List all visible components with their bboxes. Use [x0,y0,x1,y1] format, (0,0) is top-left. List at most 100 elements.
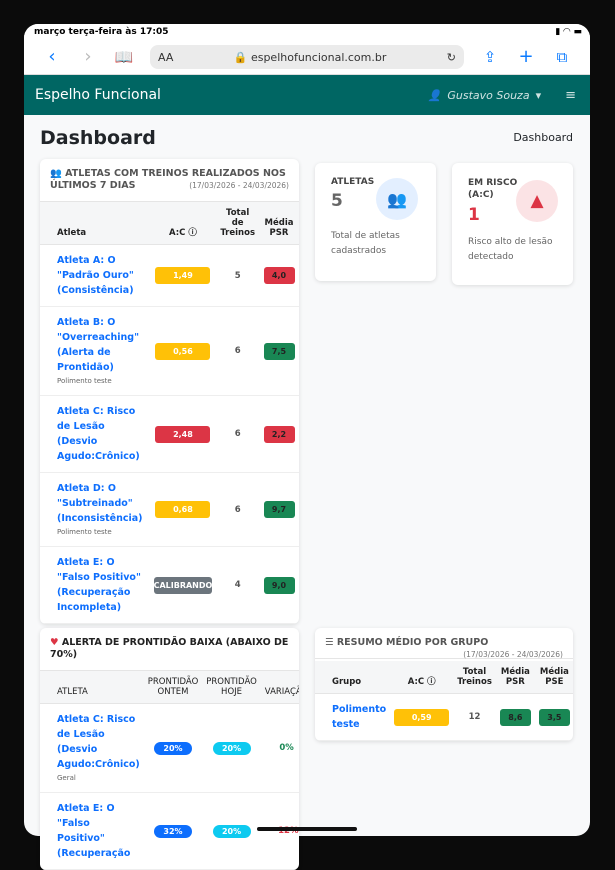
col-header: PRONTIDÃO HOJE [202,671,261,704]
back-icon[interactable]: ‹ [48,46,56,67]
tabs-icon[interactable]: ⧉ [556,48,568,66]
stat-value: 1 [468,205,480,225]
athlete-link[interactable]: Atleta D: O "Subtreinado" (Inconsistênci… [40,472,150,547]
stat-value: 5 [331,191,343,211]
stat-label: EM RISCO (A:C) [468,178,518,200]
text-size-button[interactable]: AA [158,50,174,64]
total-value: 4 [216,546,259,624]
ac-badge: 1,49 [155,267,211,284]
variation-value: 0% [260,703,299,793]
group-link[interactable]: Polimento teste [315,693,391,741]
new-tab-icon[interactable]: + [518,46,534,67]
brand[interactable]: Espelho Funcional [35,87,161,103]
warning-icon: ▲ [516,180,558,222]
group-table: Grupo A:C ⓘ Total Treinos Média PSR Média PS… [315,661,573,741]
col-header: Grupo [315,661,391,694]
alert-table: ATLETA PRONTIDÃO ONTEM PRONTIDÃO HOJE VARIA… [40,671,299,870]
athlete-link[interactable]: Atleta B: O "Overreaching" (Alerta de Pr… [40,306,150,396]
psr-badge: 4,0 [263,267,295,284]
athlete-link[interactable]: Atleta E: O "Falso Positivo" (Recuperaçã… [40,792,144,870]
layers-icon: ☰ [325,637,334,648]
users-icon: 👥 [50,168,62,179]
col-header: Média PSE [534,661,573,694]
date-range: (17/03/2026 - 24/03/2026) [463,650,563,659]
total-value: 12 [453,693,496,741]
athletes-card: 👥 ATLETAS COM TREINOS REALIZADOS NOS ÚLT… [40,159,299,624]
col-header: Atleta [40,202,150,245]
total-value: 5 [216,244,259,307]
forward-icon[interactable]: › [84,46,92,67]
breadcrumb[interactable]: Dashboard [513,131,573,144]
total-value: 6 [216,472,259,547]
col-header: Média PSR [259,202,299,245]
total-value: 6 [216,395,259,473]
bookmarks-icon[interactable]: 📖 [114,48,134,66]
stat-label: ATLETAS [331,177,375,187]
navbar: Espelho Funcional 👤 Gustavo Souza ▾ ≡ [24,75,590,115]
user-name: Gustavo Souza [447,88,530,102]
athlete-group: Polimento teste [57,377,112,385]
psr-badge: 9,0 [263,576,295,594]
athlete-link[interactable]: Atleta A: O "Padrão Ouro" (Consistência) [40,244,150,307]
user-menu[interactable]: 👤 Gustavo Souza ▾ ≡ [428,88,576,103]
ac-badge: 0,68 [155,501,211,518]
user-icon: 👤 [427,88,442,102]
url-text: espelhofuncional.com.br [250,50,387,64]
psr-badge: 7,5 [263,342,295,360]
browser-toolbar: ‹ › 📖 AA 🔒 espelhofuncional.com.br ↻ ⇪ +… [24,40,590,75]
reload-icon[interactable]: ↻ [446,50,456,64]
share-icon[interactable]: ⇪ [483,48,497,66]
readiness-yesterday-badge: 32% [154,824,192,838]
table-row: Atleta C: Risco de Lesão (Desvio Agudo:C… [40,703,299,793]
readiness-today-badge: 20% [212,741,251,755]
screen: março terça-feira às 17:05 ▮ ◠ ▬ ‹ › 📖 A… [24,24,590,870]
card-title: ATLETAS COM TREINOS REALIZADOS NOS ÚLTIM… [50,168,286,191]
users-icon: 👥 [376,178,418,220]
alert-card: ♥ ALERTA DE PRONTIDÃO BAIXA (ABAIXO DE 7… [40,628,299,870]
variation-value: -12% [260,792,299,870]
ac-badge: 2,48 [155,425,211,443]
athlete-group: Geral [57,774,76,782]
col-header: Total de Treinos [216,202,259,245]
col-header: PRONTIDÃO ONTEM [143,671,203,704]
ac-badge: CALIBRANDO [153,576,213,594]
table-row: Atleta A: O "Padrão Ouro" (Consistência)… [40,244,299,307]
col-header: VARIAÇÃO [260,671,299,704]
address-bar[interactable]: AA 🔒 espelhofuncional.com.br ↻ [150,45,464,69]
col-header: A:C ⓘ [390,661,454,694]
athletes-table: Atleta A:C ⓘ Total de Treinos Média PSR Atl… [40,202,299,624]
stat-card-athletes: ATLETAS 5 Total de atletas cadastrados 👥 [315,163,436,281]
athlete-link[interactable]: Atleta C: Risco de Lesão (Desvio Agudo:C… [40,703,144,793]
group-card: ☰ RESUMO MÉDIO POR GRUPO (17/03/2026 - 24… [315,628,573,741]
athlete-group: Polimento teste [57,528,112,536]
stat-card-risk: EM RISCO (A:C) 1 Risco alto de lesão det… [452,163,573,285]
table-row: Polimento teste 0,59 12 8,6 3,5 [315,693,573,741]
psr-badge: 8,6 [499,708,531,726]
page-title: Dashboard [40,127,156,149]
col-header: Média PSR [495,661,535,694]
lock-icon: 🔒 [233,50,248,64]
col-header: Total Treinos [453,661,496,694]
athlete-link[interactable]: Atleta E: O "Falso Positivo" (Recuperaçã… [40,546,150,624]
stat-desc: Risco alto de lesão detectado [468,237,553,262]
menu-icon[interactable]: ≡ [565,87,576,103]
table-row: Atleta C: Risco de Lesão (Desvio Agudo:C… [40,395,299,473]
info-icon[interactable]: ⓘ [188,228,197,238]
heart-pulse-icon: ♥ [50,637,59,648]
col-header: ATLETA [40,671,144,704]
status-icons: ▮ ◠ ▬ [555,27,582,37]
caret-down-icon: ▾ [535,88,542,102]
card-title: RESUMO MÉDIO POR GRUPO [336,637,489,648]
status-time: março terça-feira às 17:05 [34,27,169,37]
readiness-today-badge: 20% [212,824,251,838]
total-value: 6 [216,306,259,396]
table-row: Atleta E: O "Falso Positivo" (Recuperaçã… [40,546,299,624]
athlete-link[interactable]: Atleta C: Risco de Lesão (Desvio Agudo:C… [40,395,150,473]
stat-desc: Total de atletas cadastrados [331,231,400,256]
date-range: (17/03/2026 - 24/03/2026) [189,181,289,190]
info-icon[interactable]: ⓘ [427,677,436,687]
pse-badge: 3,5 [538,708,570,726]
ac-badge: 0,56 [155,342,211,360]
status-bar: março terça-feira às 17:05 ▮ ◠ ▬ [24,24,590,40]
readiness-yesterday-badge: 20% [154,741,192,755]
